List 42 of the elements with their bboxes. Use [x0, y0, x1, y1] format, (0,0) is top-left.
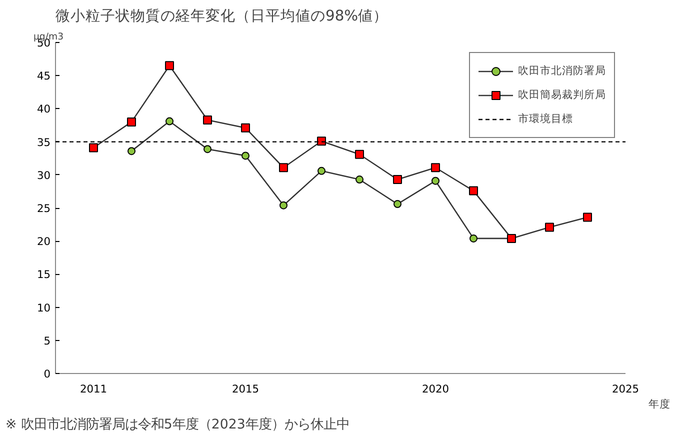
y-tick-label: 25: [36, 202, 51, 215]
x-axis-title: 年度: [648, 398, 670, 410]
y-tick-label: 45: [36, 70, 51, 83]
point: [165, 61, 174, 70]
chart-title: 微小粒子状物質の経年変化（日平均値の98%値）: [56, 8, 388, 24]
point: [469, 186, 478, 196]
x-tick-label: 2025: [612, 382, 640, 396]
y-tick-label: 15: [36, 268, 51, 282]
y-tick-label: 35: [36, 136, 51, 149]
point: [355, 150, 364, 159]
point: [280, 201, 288, 210]
point: [242, 152, 250, 160]
point: [356, 176, 364, 184]
y-tick-label: 40: [36, 102, 51, 116]
point: [545, 222, 554, 232]
point: [431, 163, 440, 172]
y-tick-label: 5: [44, 334, 50, 348]
legend-label: 市環境目標: [518, 112, 573, 126]
point: [203, 115, 212, 124]
point: [166, 117, 174, 126]
legend-label: 吹田簡易裁判所局: [518, 88, 606, 102]
point: [128, 147, 136, 156]
point: [127, 117, 136, 126]
point: [204, 145, 212, 154]
point: [432, 176, 440, 185]
point: [394, 200, 402, 208]
point: [583, 212, 592, 222]
x-tick-label: 2020: [422, 382, 450, 396]
x-tick-label: 2015: [232, 382, 260, 396]
point: [470, 234, 478, 242]
y-tick-label: 10: [36, 301, 51, 314]
point: [318, 166, 326, 175]
point: [279, 163, 288, 172]
point: [241, 123, 250, 132]
text: ※ 吹田市北消防署局は令和5年度（2023年度）から休止中: [6, 416, 350, 432]
legend-label: 吹田市北消防署局: [518, 64, 606, 78]
y-tick-label: 0: [44, 368, 51, 380]
y-tick-label: 20: [36, 235, 51, 248]
y-tick-label: 30: [36, 168, 51, 182]
x-tick-label: 2011: [80, 382, 108, 396]
point: [393, 175, 402, 184]
point: [89, 143, 98, 152]
